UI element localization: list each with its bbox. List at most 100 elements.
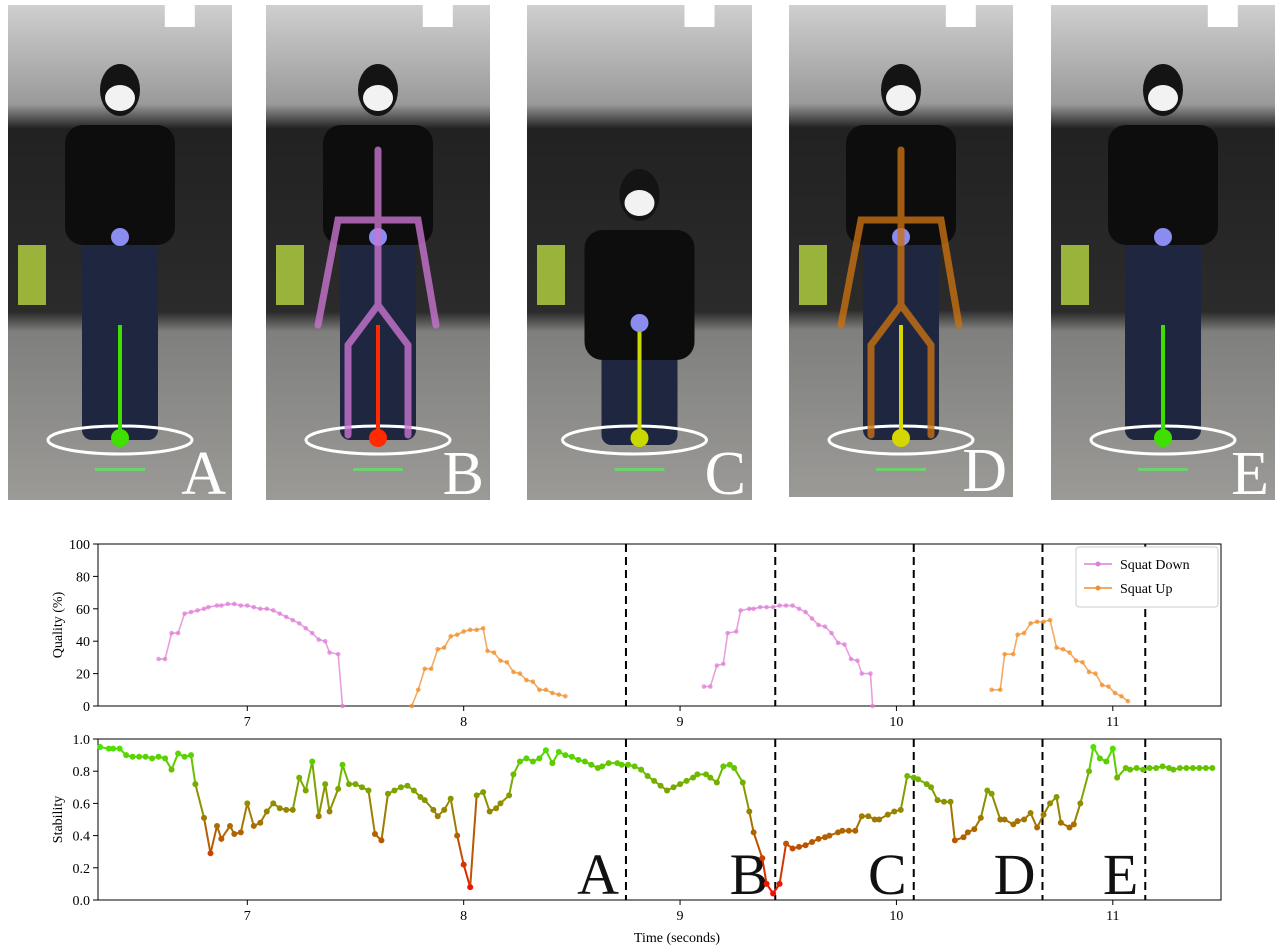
data-point <box>1028 810 1034 816</box>
floor-mark <box>1138 468 1188 471</box>
data-point <box>176 631 181 636</box>
data-point <box>948 799 954 805</box>
data-point <box>244 800 250 806</box>
data-point <box>1103 759 1109 765</box>
line-segment <box>325 784 329 811</box>
data-point <box>422 666 427 671</box>
data-point <box>543 747 549 753</box>
data-point <box>1126 699 1131 704</box>
data-point <box>1113 691 1118 696</box>
data-point <box>651 778 657 784</box>
data-point <box>340 762 346 768</box>
y-tick-label: 0.6 <box>73 797 91 812</box>
data-point <box>208 850 214 856</box>
data-point <box>1011 652 1016 657</box>
data-point <box>885 812 891 818</box>
data-point <box>582 759 588 765</box>
data-point <box>1106 684 1111 689</box>
data-point <box>1093 671 1098 676</box>
photo-panel: E <box>1051 5 1275 508</box>
data-point <box>492 650 497 655</box>
data-point <box>404 783 410 789</box>
data-point <box>619 762 625 768</box>
data-point <box>989 791 995 797</box>
data-point <box>747 607 752 612</box>
data-point <box>442 645 447 650</box>
data-point <box>296 775 302 781</box>
line-segment <box>464 865 470 888</box>
y-tick-label: 0.2 <box>73 862 91 877</box>
line-segment <box>509 774 513 795</box>
data-point <box>859 813 865 819</box>
data-point <box>510 771 516 777</box>
x-tick-label: 8 <box>460 715 467 730</box>
line <box>159 604 343 706</box>
data-point <box>1041 812 1047 818</box>
data-point <box>1071 821 1077 827</box>
line-segment <box>1089 747 1093 771</box>
data-point <box>531 679 536 684</box>
event-label: B <box>730 842 769 907</box>
data-point <box>309 759 315 765</box>
data-point <box>435 813 441 819</box>
photo-label: A <box>181 440 226 508</box>
data-point <box>740 779 746 785</box>
data-point <box>156 754 162 760</box>
data-point <box>523 755 529 761</box>
data-point <box>671 784 677 790</box>
line-segment <box>191 755 195 784</box>
data-point <box>738 608 743 613</box>
data-point <box>1054 794 1060 800</box>
data-point <box>1028 621 1033 626</box>
data-point <box>1087 670 1092 675</box>
data-point <box>764 605 769 610</box>
data-point <box>316 637 321 642</box>
data-point <box>264 607 269 612</box>
data-point <box>1160 763 1166 769</box>
data-point <box>1170 767 1176 773</box>
data-point <box>391 788 397 794</box>
data-point <box>777 603 782 608</box>
line-segment <box>451 799 457 836</box>
data-point <box>214 823 220 829</box>
data-point <box>557 692 562 697</box>
data-point <box>123 752 129 758</box>
data-point <box>467 884 473 890</box>
data-point <box>684 778 690 784</box>
line-segment <box>211 826 217 853</box>
mask <box>363 85 393 111</box>
base-point <box>111 429 129 447</box>
data-point <box>1203 765 1209 771</box>
base-point <box>1154 429 1172 447</box>
data-point <box>251 823 257 829</box>
line-segment <box>743 782 749 811</box>
data-point <box>989 688 994 693</box>
data-point <box>978 815 984 821</box>
data-point <box>327 808 333 814</box>
data-point <box>130 754 136 760</box>
data-point <box>117 746 123 752</box>
data-point <box>283 807 289 813</box>
data-point <box>202 607 207 612</box>
data-point <box>707 775 713 781</box>
data-point <box>277 805 283 811</box>
line-segment <box>780 844 786 884</box>
y-tick-label: 20 <box>76 668 90 683</box>
data-point <box>731 765 737 771</box>
x-tick-label: 11 <box>1106 909 1119 924</box>
data-point <box>245 603 250 608</box>
data-point <box>493 805 499 811</box>
data-point <box>759 855 765 861</box>
line-segment <box>901 776 907 810</box>
data-point <box>1183 765 1189 771</box>
data-point <box>632 763 638 769</box>
line-segment <box>457 836 463 865</box>
data-point <box>1140 767 1146 773</box>
left-figure <box>537 245 565 305</box>
data-point <box>658 783 664 789</box>
data-point <box>1110 746 1116 752</box>
data-point <box>215 603 220 608</box>
data-point <box>206 605 211 610</box>
data-point <box>1035 619 1040 624</box>
y-tick-label: 0 <box>83 700 90 715</box>
